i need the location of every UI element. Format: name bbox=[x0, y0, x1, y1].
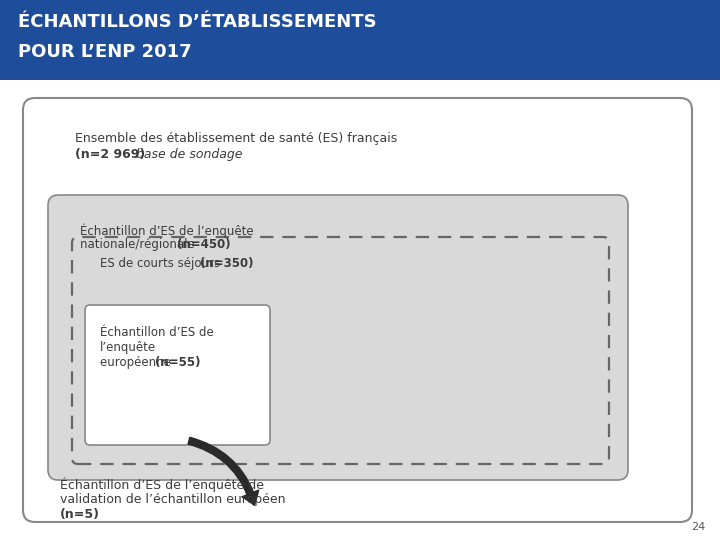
FancyArrowPatch shape bbox=[188, 437, 258, 505]
Text: Ensemble des établissement de santé (ES) français: Ensemble des établissement de santé (ES)… bbox=[75, 132, 397, 145]
FancyBboxPatch shape bbox=[0, 0, 720, 80]
Text: européenne: européenne bbox=[100, 356, 175, 369]
FancyBboxPatch shape bbox=[23, 98, 692, 522]
Text: Échantillon d’ES de: Échantillon d’ES de bbox=[100, 326, 214, 339]
Text: Échantillon d’ES de l’enquête: Échantillon d’ES de l’enquête bbox=[80, 223, 253, 238]
Text: base de sondage: base de sondage bbox=[132, 148, 243, 161]
Text: 24: 24 bbox=[690, 522, 705, 532]
Text: (n=55): (n=55) bbox=[155, 356, 200, 369]
Text: l’enquête: l’enquête bbox=[100, 341, 156, 354]
Text: (n=2 969): (n=2 969) bbox=[75, 148, 145, 161]
Text: POUR L’ENP 2017: POUR L’ENP 2017 bbox=[18, 43, 192, 61]
Text: ES de courts séjours: ES de courts séjours bbox=[100, 257, 224, 270]
Text: Échantillon d’ES de l’enquête de: Échantillon d’ES de l’enquête de bbox=[60, 478, 264, 492]
Text: nationale/régionale: nationale/régionale bbox=[80, 238, 199, 251]
Text: (n=350): (n=350) bbox=[200, 257, 253, 270]
FancyBboxPatch shape bbox=[48, 195, 628, 480]
FancyBboxPatch shape bbox=[85, 305, 270, 445]
Text: ÉCHANTILLONS D’ÉTABLISSEMENTS: ÉCHANTILLONS D’ÉTABLISSEMENTS bbox=[18, 13, 377, 31]
Text: validation de l’échantillon européen: validation de l’échantillon européen bbox=[60, 493, 286, 506]
Text: (n=5): (n=5) bbox=[60, 508, 100, 521]
Text: (n=450): (n=450) bbox=[177, 238, 230, 251]
